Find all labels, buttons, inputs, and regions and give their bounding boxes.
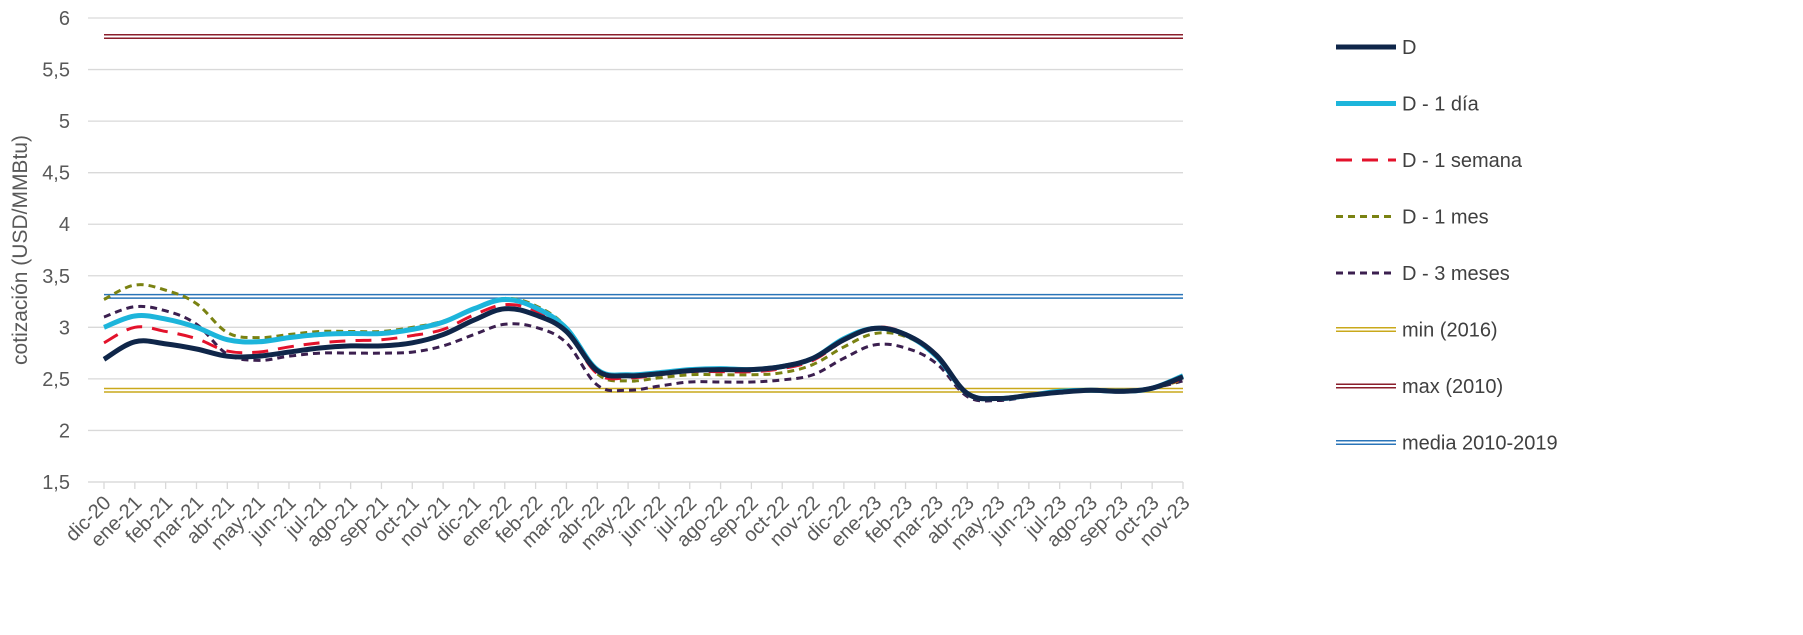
legend-item: min (2016): [1336, 320, 1498, 342]
gridlines: [88, 17, 1183, 483]
legend-label: D - 1 semana: [1402, 150, 1523, 172]
series-line: [103, 296, 1184, 402]
legend-item: max (2010): [1336, 376, 1503, 398]
legend-item: D - 1 mes: [1336, 207, 1489, 229]
y-axis-label: cotización (USD/MMBtu): [9, 135, 32, 365]
legend-label: max (2010): [1402, 376, 1503, 398]
legend: D D - 1 día D - 1 semana D - 1 mes D - 3 mes…: [1336, 37, 1558, 455]
legend-item: D - 1 día: [1336, 94, 1480, 116]
series-line: [103, 303, 1184, 401]
series-lines: [102, 283, 1184, 403]
legend-item: media 2010-2019: [1336, 433, 1558, 455]
legend-label: D - 1 mes: [1402, 207, 1489, 229]
legend-item: D - 1 semana: [1336, 150, 1523, 172]
y-tick-label: 4,5: [42, 163, 70, 185]
legend-label: D - 3 meses: [1402, 263, 1510, 285]
series-line: [102, 306, 1184, 402]
legend-label: min (2016): [1402, 320, 1498, 342]
y-tick-label: 5: [59, 111, 70, 133]
legend-label: media 2010-2019: [1402, 433, 1558, 455]
legend-item: D - 3 meses: [1336, 263, 1510, 285]
y-tick-label: 1,5: [42, 472, 70, 494]
y-tick-label: 3: [59, 317, 70, 339]
y-tick-label: 3,5: [42, 266, 70, 288]
y-tick-label: 4: [59, 214, 70, 236]
y-tick-label: 5,5: [42, 60, 70, 82]
legend-label: D - 1 día: [1402, 94, 1480, 116]
y-tick-label: 6: [59, 8, 70, 30]
reference-lines: [104, 34, 1183, 393]
y-tick-label: 2: [59, 420, 70, 442]
y-tick-label: 2,5: [42, 369, 70, 391]
x-axis-ticks: dic-20ene-21feb-21mar-21abr-21may-21jun-…: [61, 481, 1195, 555]
legend-label: D: [1402, 37, 1416, 59]
legend-item: D: [1336, 37, 1416, 59]
y-axis-ticks: 1,5 2 2,5 3 3,5 4 4,5 5 5,5 6: [42, 8, 70, 494]
